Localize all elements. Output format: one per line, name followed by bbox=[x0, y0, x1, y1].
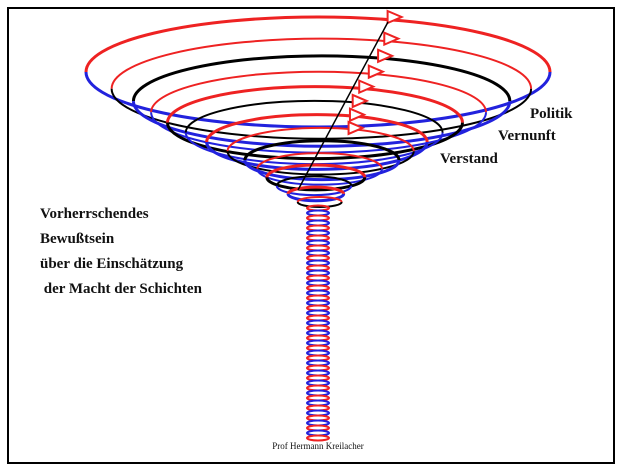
ring-top bbox=[165, 85, 464, 123]
ring-top bbox=[286, 185, 346, 195]
arrow-head bbox=[347, 120, 366, 136]
caption-line: Vorherrschendes bbox=[40, 206, 149, 222]
label-vernunft: Vernunft bbox=[498, 128, 556, 144]
ring-bottom bbox=[275, 185, 353, 197]
ring-bottom bbox=[256, 168, 383, 186]
ring-top bbox=[226, 127, 415, 152]
chain-ring bbox=[306, 434, 330, 442]
ring-bottom bbox=[286, 193, 346, 203]
ring-top bbox=[256, 152, 383, 170]
ring-bottom bbox=[205, 141, 429, 171]
caption-line: über die Einschätzung bbox=[40, 256, 184, 272]
axis-line bbox=[297, 21, 389, 191]
ring-bottom bbox=[226, 151, 415, 176]
ring-top bbox=[110, 37, 533, 89]
arrow-head bbox=[377, 48, 395, 64]
arrow-head bbox=[386, 9, 405, 25]
ring-top bbox=[265, 163, 367, 178]
ring-top bbox=[150, 70, 488, 113]
ring-bottom bbox=[110, 88, 533, 140]
arrow-head bbox=[383, 31, 401, 47]
arrow-head bbox=[348, 107, 367, 123]
ring-top bbox=[296, 196, 343, 203]
caption-line: Bewußtsein bbox=[40, 231, 115, 247]
ring-top bbox=[184, 99, 444, 133]
label-verstand: Verstand bbox=[440, 151, 498, 167]
arrow-head bbox=[358, 79, 376, 95]
ring-bottom bbox=[265, 177, 367, 192]
arrow-head bbox=[351, 93, 370, 109]
ring-bottom bbox=[243, 159, 401, 182]
ring-bottom bbox=[296, 201, 343, 208]
caption-line: der Macht der Schichten bbox=[40, 281, 203, 297]
ring-top bbox=[131, 54, 512, 102]
ring-top bbox=[84, 15, 552, 73]
arrow-head bbox=[367, 64, 386, 80]
label-politik: Politik bbox=[530, 106, 573, 122]
ring-top bbox=[275, 175, 353, 186]
ring-top bbox=[243, 139, 401, 161]
ring-top bbox=[205, 113, 429, 143]
author: Prof Hermann Kreilacher bbox=[272, 441, 363, 451]
